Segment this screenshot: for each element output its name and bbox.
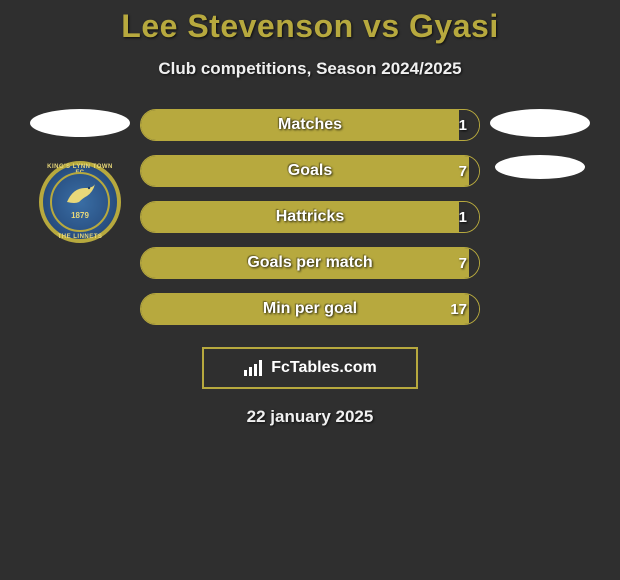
branding-box: FcTables.com [202, 347, 418, 389]
comparison-bars: Matches1Goals7Hattricks1Goals per match7… [140, 109, 480, 325]
stat-bar: Goals7 [140, 155, 480, 187]
stat-value-left-player: 7 [459, 255, 467, 272]
page-title: Lee Stevenson vs Gyasi [0, 8, 620, 45]
footer-date: 22 january 2025 [0, 407, 620, 427]
stat-label: Goals per match [141, 254, 479, 272]
bird-icon [63, 182, 97, 208]
stat-bar: Hattricks1 [140, 201, 480, 233]
stat-label: Hattricks [141, 208, 479, 226]
chart-icon [243, 359, 265, 377]
branding-text: FcTables.com [271, 359, 377, 377]
stat-bar: Matches1 [140, 109, 480, 141]
right-player-column [480, 109, 600, 197]
player-photo-placeholder-right-2 [495, 155, 585, 179]
stat-value-left-player: 17 [450, 301, 467, 318]
player-photo-placeholder-left [30, 109, 130, 137]
main-row: KING'S LYNN TOWN FC 1879 THE LINNETS Mat… [0, 109, 620, 325]
stat-label: Goals [141, 162, 479, 180]
stat-value-left-player: 7 [459, 163, 467, 180]
stat-label: Matches [141, 116, 479, 134]
crest-inner-ring: 1879 [50, 172, 110, 232]
left-player-column: KING'S LYNN TOWN FC 1879 THE LINNETS [20, 109, 140, 243]
stat-value-left-player: 1 [459, 209, 467, 226]
infographic-root: Lee Stevenson vs Gyasi Club competitions… [0, 0, 620, 427]
player-photo-placeholder-right-1 [490, 109, 590, 137]
club-crest-left: KING'S LYNN TOWN FC 1879 THE LINNETS [39, 161, 121, 243]
crest-year: 1879 [71, 211, 89, 220]
stat-value-left-player: 1 [459, 117, 467, 134]
crest-bottom-text: THE LINNETS [43, 234, 117, 240]
stat-bar: Goals per match7 [140, 247, 480, 279]
page-subtitle: Club competitions, Season 2024/2025 [0, 59, 620, 79]
stat-label: Min per goal [141, 300, 479, 318]
stat-bar: Min per goal17 [140, 293, 480, 325]
